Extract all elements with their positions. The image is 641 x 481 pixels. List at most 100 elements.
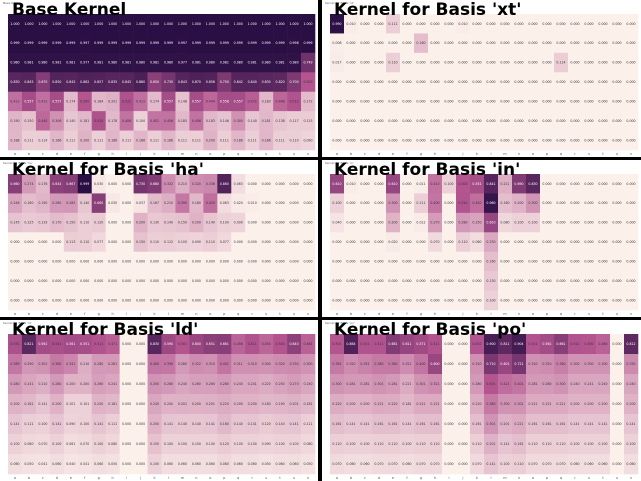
heatmap-cell bbox=[189, 354, 204, 375]
heatmap-cell-label: 0.305 bbox=[234, 119, 243, 123]
heatmap-cell-label: 0.221 bbox=[556, 402, 565, 406]
heatmap-cell bbox=[526, 414, 541, 435]
heatmap-cell-label: 0.522 bbox=[122, 100, 131, 104]
heatmap-cell bbox=[428, 14, 443, 34]
heatmap-cell bbox=[175, 290, 190, 311]
heatmap-cell-label: 0.241 bbox=[584, 382, 593, 386]
heatmap-cell-label: 0.000 bbox=[472, 298, 481, 302]
heatmap-cell-label: 0.999 bbox=[94, 41, 103, 45]
heatmap-cell-label: 0.000 bbox=[122, 442, 131, 446]
heatmap-cell-label: 0.186 bbox=[262, 138, 271, 142]
heatmap-cell-label: 0.000 bbox=[514, 240, 523, 244]
x-tick-label: j bbox=[139, 152, 141, 156]
heatmap-cell bbox=[470, 271, 485, 291]
heatmap-cell-label: 0.167 bbox=[150, 201, 159, 205]
heatmap-cell-label: 0.000 bbox=[458, 462, 467, 466]
heatmap-cell-label: 0.114 bbox=[38, 138, 47, 142]
heatmap-cell-label: 0.000 bbox=[612, 382, 621, 386]
heatmap-cell-label: 0.000 bbox=[360, 221, 369, 225]
heatmap-cell-label: 0.111 bbox=[388, 22, 397, 26]
heatmap-cell-label: 0.000 bbox=[556, 260, 565, 264]
heatmap-cell-label: 0.300 bbox=[598, 362, 607, 366]
heatmap-cell bbox=[484, 354, 499, 375]
heatmap-cell-label: 0.280 bbox=[10, 382, 19, 386]
heatmap-cell-label: 0.110 bbox=[556, 442, 565, 446]
heatmap-cell bbox=[624, 290, 639, 311]
heatmap-cell-label: 0.070 bbox=[556, 462, 565, 466]
heatmap-cell-label: 0.300 bbox=[570, 362, 579, 366]
heatmap-cell bbox=[273, 414, 288, 435]
x-tick-label: l bbox=[491, 476, 492, 480]
heatmap-cell bbox=[259, 212, 274, 233]
heatmap-cell-label: 0.111 bbox=[178, 138, 187, 142]
heatmap-cell bbox=[386, 334, 401, 355]
x-tick-label: o bbox=[209, 476, 211, 480]
heatmap-cell bbox=[175, 354, 190, 375]
heatmap-cell bbox=[582, 290, 597, 311]
heatmap-cell bbox=[245, 72, 260, 93]
heatmap-cell bbox=[63, 414, 79, 435]
heatmap-cell bbox=[189, 394, 204, 415]
heatmap-cell bbox=[175, 52, 190, 73]
heatmap-cell-label: 1.000 bbox=[206, 22, 215, 26]
heatmap-cell bbox=[456, 33, 471, 54]
heatmap-cell bbox=[540, 212, 555, 233]
heatmap-cell bbox=[147, 394, 162, 415]
heatmap-cell-label: 0.600 bbox=[430, 362, 439, 366]
heatmap-cell bbox=[596, 454, 611, 475]
heatmap-cell-label: 0.000 bbox=[303, 201, 312, 205]
heatmap-cell-label: 0.000 bbox=[458, 61, 467, 65]
heatmap-cell-label: 0.141 bbox=[402, 422, 411, 426]
heatmap-cell-label: 0.000 bbox=[10, 298, 19, 302]
heatmap-cell-label: 0.000 bbox=[612, 41, 621, 45]
heatmap-cell-label: 0.000 bbox=[612, 22, 621, 26]
heatmap-cell-label: 0.421 bbox=[500, 382, 509, 386]
heatmap-cell bbox=[568, 394, 583, 415]
heatmap-cell bbox=[287, 130, 302, 151]
heatmap-cell bbox=[484, 232, 499, 253]
heatmap-cell bbox=[386, 72, 401, 93]
heatmap-cell bbox=[189, 232, 204, 253]
heatmap-cell-label: 0.200 bbox=[514, 201, 523, 205]
x-tick-label: d bbox=[378, 312, 380, 316]
heatmap-cell-label: 0.300 bbox=[500, 402, 509, 406]
heatmap-cell bbox=[554, 111, 569, 131]
heatmap-cell-label: 0.181 bbox=[80, 119, 89, 123]
heatmap-cell-label: 0.012 bbox=[416, 221, 425, 225]
heatmap-cell-label: 0.000 bbox=[122, 182, 131, 186]
heatmap-cell-label: 0.300 bbox=[388, 201, 397, 205]
heatmap-cell-label: 0.000 bbox=[164, 260, 173, 264]
heatmap-cell bbox=[203, 174, 218, 194]
heatmap-cell-label: 0.000 bbox=[444, 41, 453, 45]
heatmap-cell-label: 0.977 bbox=[178, 61, 187, 65]
heatmap-cell-label: 0.000 bbox=[122, 221, 131, 225]
heatmap-cell bbox=[133, 374, 148, 395]
heatmap-cell bbox=[568, 290, 583, 311]
heatmap-cell-label: 0.221 bbox=[402, 382, 411, 386]
heatmap-cell-label: 0.730 bbox=[164, 80, 173, 84]
heatmap-cell bbox=[35, 271, 51, 291]
heatmap-cell bbox=[273, 52, 288, 73]
heatmap-cell bbox=[217, 14, 232, 34]
heatmap-cell-label: 0.000 bbox=[402, 100, 411, 104]
heatmap-cell-label: 0.749 bbox=[303, 61, 312, 65]
heatmap-cell-label: 0.610 bbox=[332, 182, 341, 186]
x-tick-label: m bbox=[181, 152, 185, 156]
heatmap-cell-label: 0.000 bbox=[10, 279, 19, 283]
heatmap-cell-label: 0.000 bbox=[556, 221, 565, 225]
heatmap-cell-label: 0.000 bbox=[528, 240, 537, 244]
heatmap-cell bbox=[35, 414, 51, 435]
heatmap-cell bbox=[414, 414, 429, 435]
heatmap-cell bbox=[568, 454, 583, 475]
heatmap-cell bbox=[217, 130, 232, 151]
heatmap-cell-label: 0.904 bbox=[514, 342, 523, 346]
heatmap-cell bbox=[484, 374, 499, 395]
heatmap-cell bbox=[568, 434, 583, 455]
heatmap-cell-label: 0.999 bbox=[276, 41, 285, 45]
heatmap-cell-label: 0.146 bbox=[220, 119, 229, 123]
heatmap-cell bbox=[596, 52, 611, 73]
heatmap-cell bbox=[63, 52, 79, 73]
heatmap-cell bbox=[147, 454, 162, 475]
heatmap-cell-label: 0.000 bbox=[402, 201, 411, 205]
heatmap-cell bbox=[428, 394, 443, 415]
